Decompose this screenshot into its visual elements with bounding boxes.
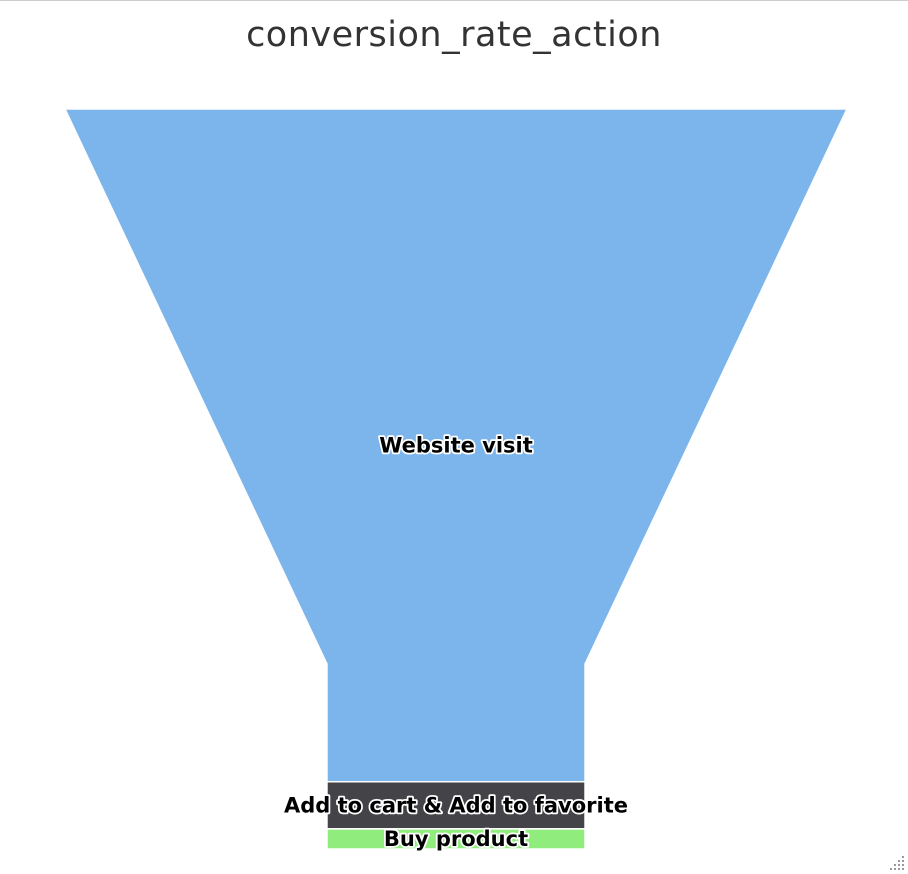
funnel-label: Website visit <box>379 433 533 457</box>
funnel-segment[interactable] <box>326 828 586 850</box>
funnel-label: Buy product <box>384 827 528 851</box>
chart-title: conversion_rate_action <box>246 15 662 55</box>
funnel-label: Add to cart & Add to favorite <box>284 793 628 817</box>
resize-grip-icon[interactable] <box>884 850 906 872</box>
